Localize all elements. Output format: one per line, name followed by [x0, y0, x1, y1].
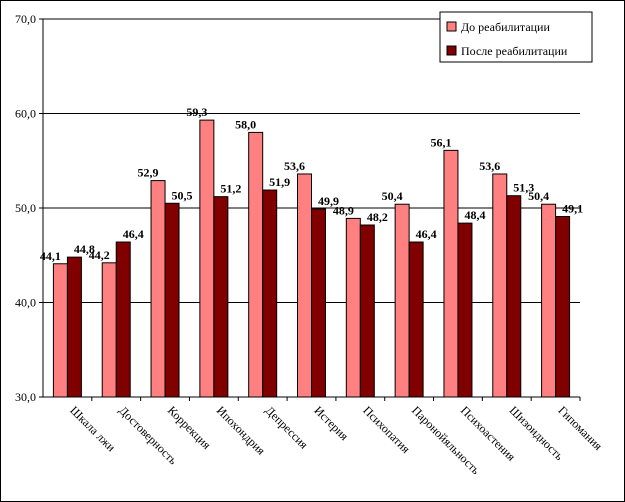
- bar: [457, 222, 473, 398]
- y-tick-label: 60,0: [15, 107, 36, 121]
- bar: [199, 119, 215, 398]
- bar: [52, 263, 68, 398]
- bar: [248, 131, 264, 398]
- category-label: Шкала лжи: [67, 403, 118, 454]
- bar: [555, 216, 571, 398]
- bar: [115, 241, 131, 398]
- y-axis-tick-labels: 30,0 40,0 50,0 60,0 70,0: [15, 12, 36, 404]
- bar: [541, 203, 557, 398]
- y-tick-label: 70,0: [15, 12, 36, 26]
- legend-label: После реабилитации: [461, 44, 568, 58]
- bar: [506, 195, 522, 398]
- axes: [42, 19, 581, 401]
- category-label: Депрессия: [263, 403, 312, 452]
- bar: [150, 180, 166, 398]
- data-label: 46,4: [123, 227, 144, 241]
- data-label: 51,2: [220, 182, 241, 196]
- data-label: 44,2: [89, 248, 110, 262]
- data-label: 49,1: [562, 202, 583, 216]
- y-tick-label: 40,0: [15, 296, 36, 310]
- legend-box: [439, 11, 593, 63]
- data-label: 48,4: [464, 208, 485, 222]
- category-label: Ипохондрия: [214, 403, 269, 458]
- bar: [359, 224, 375, 398]
- bar: [262, 189, 278, 398]
- category-label: Гипомания: [555, 403, 605, 453]
- category-label: Психопатия: [360, 403, 413, 456]
- data-label: 50,4: [382, 189, 403, 203]
- legend-swatch: [446, 21, 457, 32]
- bar: [394, 203, 410, 398]
- bar: [213, 196, 229, 398]
- legend-label: До реабилитации: [461, 20, 550, 34]
- legend: До реабилитации После реабилитации: [439, 11, 593, 63]
- bars: [52, 119, 571, 398]
- data-labels: 44,1 44,844,2 46,4 52,9 50,5 59,3 51,2 58,0 51,9…: [40, 105, 583, 263]
- bar: [345, 217, 361, 398]
- data-label: 53,6: [479, 159, 500, 173]
- bar: [311, 208, 326, 398]
- data-label: 52,9: [138, 166, 159, 180]
- y-tick-label: 50,0: [15, 201, 36, 215]
- data-label: 46,4: [416, 227, 437, 241]
- data-label: 48,9: [333, 203, 354, 217]
- data-label: 50,4: [528, 189, 549, 203]
- data-label: 44,8: [74, 242, 95, 256]
- bar: [101, 262, 117, 398]
- bar: [66, 256, 82, 398]
- data-label: 59,3: [186, 105, 207, 119]
- data-label: 49,9: [318, 194, 339, 208]
- data-label: 53,6: [284, 159, 305, 173]
- bar: [297, 173, 312, 398]
- bar: [164, 202, 180, 398]
- bar: [443, 149, 459, 398]
- category-label: Коррекция: [165, 403, 214, 452]
- bar: [408, 241, 424, 398]
- category-label: Истерия: [311, 403, 351, 443]
- legend-swatch: [446, 45, 457, 56]
- y-tick-label: 30,0: [15, 390, 36, 404]
- data-label: 50,5: [172, 188, 193, 202]
- data-label: 51,3: [513, 181, 534, 195]
- data-label: 48,2: [367, 210, 388, 224]
- data-label: 44,1: [40, 249, 61, 263]
- data-label: 58,0: [235, 117, 256, 131]
- data-label: 51,9: [269, 175, 290, 189]
- bar: [492, 173, 508, 398]
- data-label: 56,1: [430, 135, 451, 149]
